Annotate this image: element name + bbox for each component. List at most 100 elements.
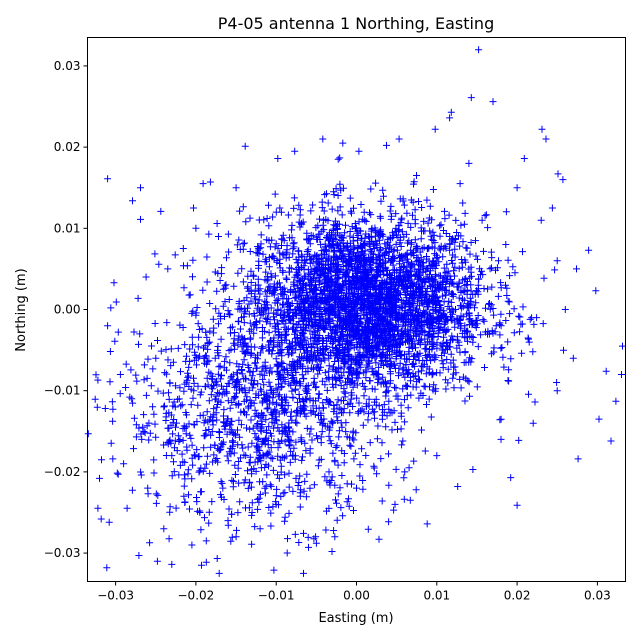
data-point — [321, 309, 329, 317]
data-point — [411, 206, 419, 214]
data-point — [354, 227, 362, 235]
data-point — [228, 323, 236, 331]
data-point — [451, 245, 459, 253]
data-point — [461, 334, 469, 342]
data-point — [531, 398, 539, 406]
data-point — [105, 518, 113, 526]
data-point — [411, 236, 419, 244]
data-point — [488, 350, 496, 358]
data-point — [431, 259, 439, 267]
data-point — [215, 434, 223, 441]
data-point — [122, 384, 130, 391]
data-point — [392, 355, 400, 363]
data-point — [239, 360, 247, 368]
data-point — [560, 346, 567, 354]
data-point — [433, 369, 441, 377]
data-point — [202, 537, 210, 545]
data-point — [255, 296, 263, 304]
data-point — [585, 246, 593, 254]
data-point — [404, 404, 412, 412]
data-point — [116, 390, 124, 398]
data-point — [174, 432, 182, 440]
data-point — [290, 194, 298, 202]
data-point — [266, 364, 274, 372]
data-point — [526, 315, 534, 323]
data-point — [268, 273, 276, 281]
data-point — [447, 236, 455, 244]
data-point — [420, 300, 428, 308]
data-point — [442, 291, 450, 299]
data-point — [474, 312, 482, 319]
data-point — [607, 437, 615, 445]
data-point — [513, 501, 521, 509]
data-point — [120, 460, 128, 468]
data-point — [484, 224, 492, 232]
data-point — [427, 413, 435, 421]
data-point — [402, 381, 410, 389]
data-point — [157, 347, 165, 355]
data-point — [209, 329, 217, 337]
data-point — [438, 285, 446, 293]
data-point — [137, 184, 144, 192]
data-point — [336, 180, 344, 188]
data-point — [299, 453, 306, 461]
data-point — [276, 283, 284, 291]
data-point — [436, 246, 444, 254]
data-point — [278, 379, 286, 387]
data-point — [147, 382, 155, 390]
data-point — [189, 256, 197, 264]
y-tick-label: −0.02 — [44, 465, 81, 479]
data-point — [457, 221, 465, 229]
data-point — [362, 230, 370, 238]
data-point — [194, 320, 202, 328]
data-point — [444, 343, 452, 350]
data-point — [413, 315, 421, 323]
data-point — [463, 290, 471, 298]
data-point — [162, 346, 170, 354]
data-point — [206, 300, 214, 307]
data-point — [146, 429, 154, 437]
data-point — [231, 461, 239, 469]
data-point — [473, 287, 480, 295]
data-point — [233, 526, 240, 534]
data-point — [350, 204, 357, 212]
data-point — [249, 424, 257, 432]
data-point — [553, 379, 561, 386]
data-point — [104, 175, 112, 183]
data-point — [341, 389, 349, 397]
data-point — [109, 455, 117, 463]
data-point — [474, 343, 482, 351]
data-point — [416, 336, 424, 344]
data-point — [227, 537, 235, 545]
data-point — [316, 215, 323, 223]
data-point — [247, 267, 255, 275]
data-point — [298, 456, 306, 464]
data-point — [505, 377, 513, 385]
data-point — [475, 46, 483, 54]
data-point — [346, 441, 354, 449]
data-point — [339, 512, 347, 520]
data-point — [274, 444, 282, 452]
data-point — [374, 379, 382, 387]
data-point — [209, 421, 217, 429]
data-point — [462, 375, 470, 383]
data-point — [166, 508, 174, 516]
data-point — [404, 325, 412, 333]
data-point — [329, 343, 337, 351]
data-point — [399, 366, 407, 374]
data-point — [602, 367, 610, 375]
data-point — [370, 300, 378, 308]
data-point — [443, 356, 451, 363]
data-point — [392, 384, 400, 392]
data-point — [495, 257, 502, 265]
data-point — [284, 351, 292, 359]
data-point — [429, 277, 437, 285]
data-point — [255, 216, 263, 224]
data-point — [133, 377, 141, 385]
data-point — [466, 294, 474, 302]
data-point — [203, 253, 211, 261]
data-point — [362, 284, 370, 292]
data-point — [409, 383, 417, 391]
data-point — [301, 439, 309, 447]
data-point — [274, 155, 282, 162]
